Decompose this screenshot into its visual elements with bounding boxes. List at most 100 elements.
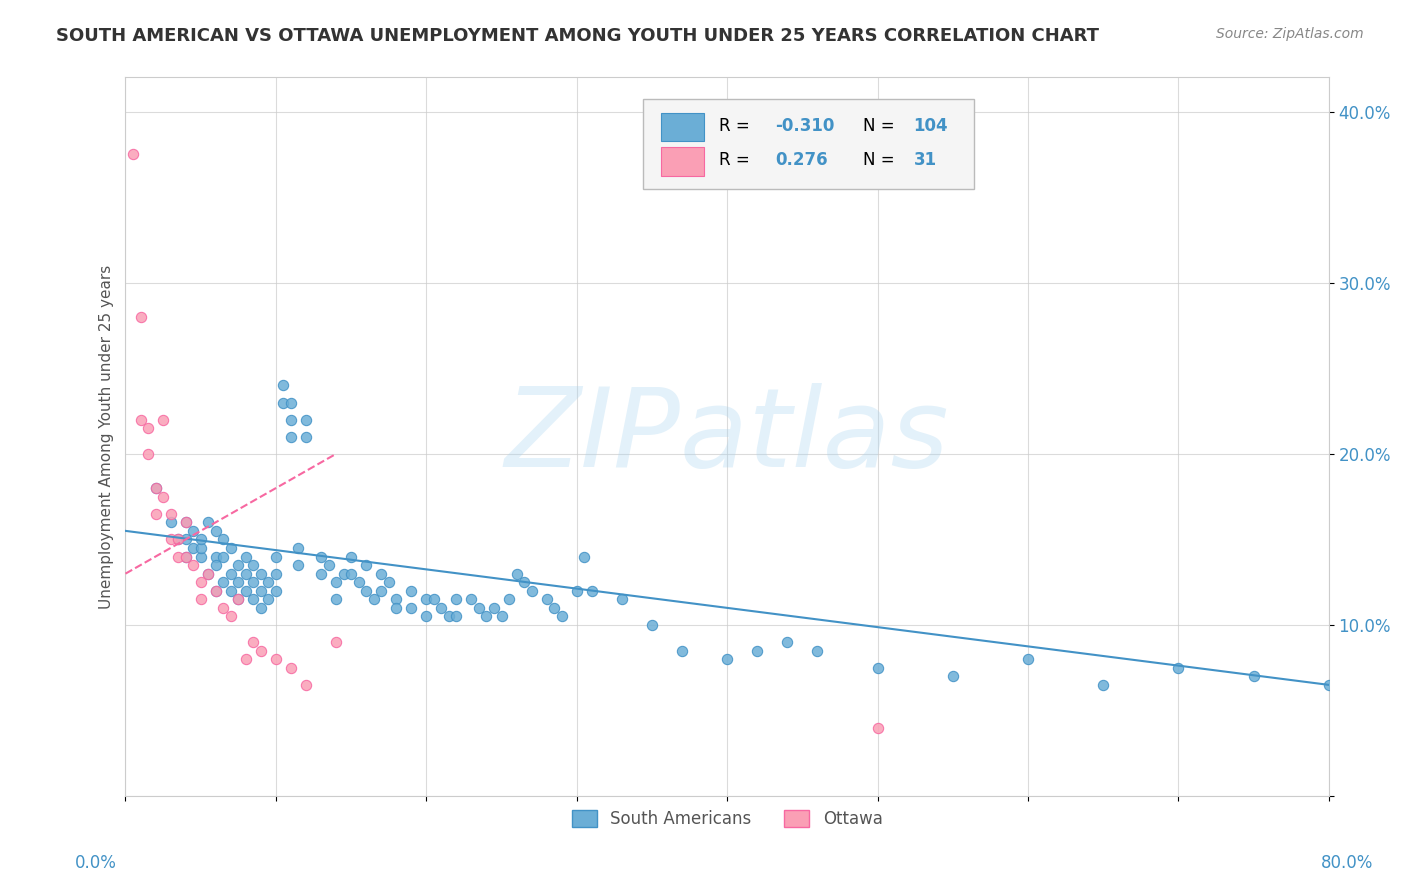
Point <box>415 609 437 624</box>
Point <box>1017 652 1039 666</box>
Point <box>460 592 482 607</box>
Point <box>280 430 302 444</box>
Point <box>318 558 340 573</box>
FancyBboxPatch shape <box>661 112 704 142</box>
Point <box>295 678 318 692</box>
Point <box>264 652 287 666</box>
Point <box>219 566 242 581</box>
Point <box>181 524 204 538</box>
Point <box>377 575 399 590</box>
Point <box>145 481 167 495</box>
Point <box>190 549 212 564</box>
Point <box>257 575 280 590</box>
Point <box>280 395 302 409</box>
Point <box>174 533 197 547</box>
Point <box>513 575 536 590</box>
Point <box>152 412 174 426</box>
Point <box>295 412 318 426</box>
Point <box>309 566 332 581</box>
Point <box>446 592 468 607</box>
Point <box>159 516 181 530</box>
Point <box>415 592 437 607</box>
Point <box>212 533 235 547</box>
Point <box>716 652 738 666</box>
Text: SOUTH AMERICAN VS OTTAWA UNEMPLOYMENT AMONG YOUTH UNDER 25 YEARS CORRELATION CHA: SOUTH AMERICAN VS OTTAWA UNEMPLOYMENT AM… <box>56 27 1099 45</box>
Point <box>174 549 197 564</box>
Point <box>257 592 280 607</box>
Point <box>167 533 190 547</box>
Point <box>806 643 828 657</box>
Point <box>309 549 332 564</box>
Point <box>174 516 197 530</box>
Point <box>581 583 603 598</box>
Point <box>219 583 242 598</box>
Point <box>423 592 446 607</box>
Point <box>340 549 363 564</box>
Point <box>242 558 264 573</box>
Point <box>212 600 235 615</box>
Point <box>325 592 347 607</box>
Point <box>212 575 235 590</box>
Point <box>430 600 453 615</box>
Point <box>370 583 392 598</box>
Point <box>174 516 197 530</box>
Point <box>242 575 264 590</box>
Point <box>167 549 190 564</box>
Point <box>167 533 190 547</box>
Point <box>264 549 287 564</box>
Text: R =: R = <box>718 117 749 135</box>
Point <box>565 583 588 598</box>
Point <box>190 592 212 607</box>
Legend: South Americans, Ottawa: South Americans, Ottawa <box>565 803 890 835</box>
Point <box>136 447 159 461</box>
Text: 80.0%: 80.0% <box>1320 854 1374 871</box>
Point <box>475 609 498 624</box>
Text: 0.276: 0.276 <box>775 151 828 169</box>
Point <box>181 541 204 555</box>
Point <box>747 643 769 657</box>
Text: 31: 31 <box>914 151 936 169</box>
Point <box>242 635 264 649</box>
Point <box>332 566 354 581</box>
Point <box>264 566 287 581</box>
Point <box>190 575 212 590</box>
Text: 0.0%: 0.0% <box>75 854 117 871</box>
Point <box>468 600 491 615</box>
Point <box>226 592 249 607</box>
Point <box>347 575 370 590</box>
Point <box>401 583 423 598</box>
Point <box>370 566 392 581</box>
FancyBboxPatch shape <box>661 147 704 176</box>
Point <box>1243 669 1265 683</box>
Point <box>482 600 505 615</box>
Point <box>550 609 572 624</box>
Point <box>610 592 633 607</box>
Point <box>264 583 287 598</box>
Text: N =: N = <box>863 117 894 135</box>
Text: R =: R = <box>718 151 749 169</box>
Point <box>190 541 212 555</box>
Point <box>543 600 565 615</box>
Point <box>273 395 295 409</box>
Point <box>641 618 664 632</box>
Point <box>235 566 257 581</box>
Point <box>401 600 423 615</box>
Point <box>204 558 226 573</box>
Text: N =: N = <box>863 151 894 169</box>
Point <box>363 592 385 607</box>
Point <box>354 583 377 598</box>
Point <box>219 541 242 555</box>
Point <box>866 661 889 675</box>
Point <box>122 147 145 161</box>
Point <box>574 549 596 564</box>
Point <box>325 575 347 590</box>
Point <box>1092 678 1115 692</box>
Text: -0.310: -0.310 <box>775 117 835 135</box>
Point <box>226 575 249 590</box>
Point <box>226 558 249 573</box>
Point <box>145 481 167 495</box>
Point <box>174 549 197 564</box>
Point <box>235 549 257 564</box>
Point <box>159 507 181 521</box>
Point <box>219 609 242 624</box>
